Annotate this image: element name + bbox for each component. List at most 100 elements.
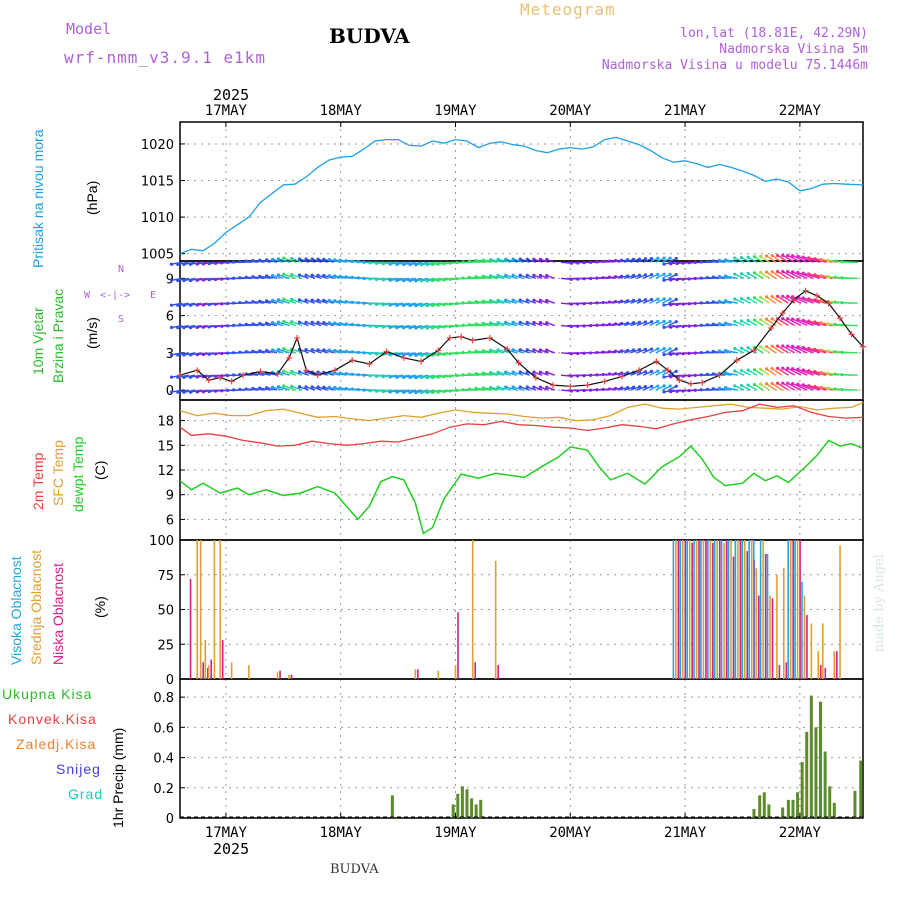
wind-arrow-head (350, 300, 354, 304)
wind-arrow (317, 299, 328, 304)
wind-arrow-head (770, 344, 774, 348)
wind-arrow-head (455, 260, 459, 265)
wind-arrow (741, 369, 751, 376)
total-precip-bar (390, 795, 394, 818)
high-cloud-bar (766, 553, 769, 679)
wind-arrow (782, 382, 796, 391)
wind-arrow-head (504, 273, 508, 277)
temp-unit: (C) (92, 460, 108, 480)
wind-arrow-head (496, 298, 500, 302)
wind-arrow-head (717, 274, 721, 279)
wind-arrow (782, 345, 796, 354)
wind-arrow-head (220, 374, 224, 378)
wind-arrow-head (791, 317, 795, 321)
wind-arrow (278, 274, 290, 280)
wind-arrow-head (538, 348, 543, 352)
wind-arrow-head (764, 344, 769, 349)
wind-arrow-head (430, 262, 435, 267)
wind-arrow-head (258, 321, 262, 326)
wind-arrow (266, 275, 278, 280)
wind-arrow-head (182, 326, 186, 330)
compass-south: S (118, 314, 125, 325)
wind-arrow-head (182, 353, 186, 357)
wind-arrow-head (264, 258, 269, 262)
wind-arrow (259, 300, 271, 304)
wind-arrow-head (176, 326, 180, 330)
conv-precip-label: Konvek.Kisa (8, 711, 97, 727)
wind-arrow-head (687, 374, 691, 378)
wind-speed-marker (664, 367, 671, 374)
wind-arrow-head (496, 321, 500, 325)
wind-arrow-head (733, 297, 737, 301)
wind-arrow (272, 321, 284, 327)
wind-arrow (617, 275, 628, 280)
total-precip-bar (859, 760, 863, 818)
wind-arrow-head (669, 352, 673, 356)
wind-arrow-head (668, 272, 672, 276)
wind-arrow-head (681, 352, 685, 356)
wind-arrow-head (717, 349, 721, 353)
wind-arrow (787, 345, 802, 354)
wind-arrow (427, 324, 442, 329)
low-cloud-bar (497, 665, 499, 679)
wind-arrow-head (674, 369, 678, 373)
hail-label: Grad (68, 786, 104, 802)
wind-arrow-head (350, 372, 354, 376)
wind-arrow-head (282, 297, 286, 301)
wind-arrow-head (169, 390, 174, 394)
wind-arrow (771, 296, 783, 304)
wind-arrow (617, 300, 628, 304)
x-tick-label-top: 20MAY (549, 103, 592, 119)
credit: made by Angel (872, 554, 887, 652)
wind-arrow (777, 254, 789, 263)
wind-arrow-head (290, 256, 294, 261)
wind-arrow (792, 345, 808, 354)
wind-arrow-head (282, 256, 286, 260)
wind-arrow (734, 370, 745, 376)
wind-arrow (777, 295, 789, 304)
wind-arrow-head (833, 300, 837, 304)
wind-arrow-head (668, 384, 672, 388)
wind-arrow-head (310, 257, 314, 261)
x-tick-label-top: 22MAY (779, 103, 822, 119)
wind-arrow-head (717, 258, 721, 262)
wind-arrow-head (511, 370, 515, 374)
wind-arrow-head (388, 262, 392, 266)
wind-arrow-head (637, 320, 642, 324)
mid-cloud-bar (204, 640, 207, 679)
wind-arrow-head (442, 303, 446, 307)
wind-arrow-head (401, 390, 406, 394)
wind-speed-marker (653, 358, 660, 365)
wind-arrow-head (169, 278, 174, 282)
y-tick-label: 0 (166, 384, 174, 399)
wind-arrow (747, 272, 758, 279)
wind-speed-marker (860, 343, 866, 350)
mid-cloud-bar (796, 540, 799, 679)
wind-arrow (787, 382, 802, 391)
wind-arrow-head (316, 298, 320, 302)
wind-arrow-head (511, 298, 515, 302)
wind-arrow-head (244, 275, 248, 279)
wind-arrow (741, 297, 751, 304)
wind-arrow-head (395, 375, 399, 379)
wind-arrow-head (368, 351, 372, 356)
wind-arrow-head (264, 386, 269, 390)
wind-arrow (266, 372, 278, 376)
wind-arrow-head (207, 303, 211, 307)
wind-arrow-head (244, 350, 248, 354)
wind-arrow-head (656, 347, 660, 351)
wind-arrow (272, 258, 284, 263)
wind-arrow (760, 346, 770, 354)
wind-arrow (283, 348, 297, 354)
wind-arrow-head (362, 301, 366, 305)
wind-arrow-head (310, 298, 314, 302)
wind-arrow-head (414, 263, 418, 267)
wind-arrow-head (699, 301, 703, 305)
wind-arrow (278, 371, 290, 376)
wind-arrow-head (813, 370, 817, 374)
dewpt-line (179, 439, 864, 535)
wind-arrow (291, 370, 303, 376)
low-cloud-bar (206, 667, 209, 679)
total-precip-bar (479, 799, 483, 818)
wind-arrow (754, 383, 764, 391)
